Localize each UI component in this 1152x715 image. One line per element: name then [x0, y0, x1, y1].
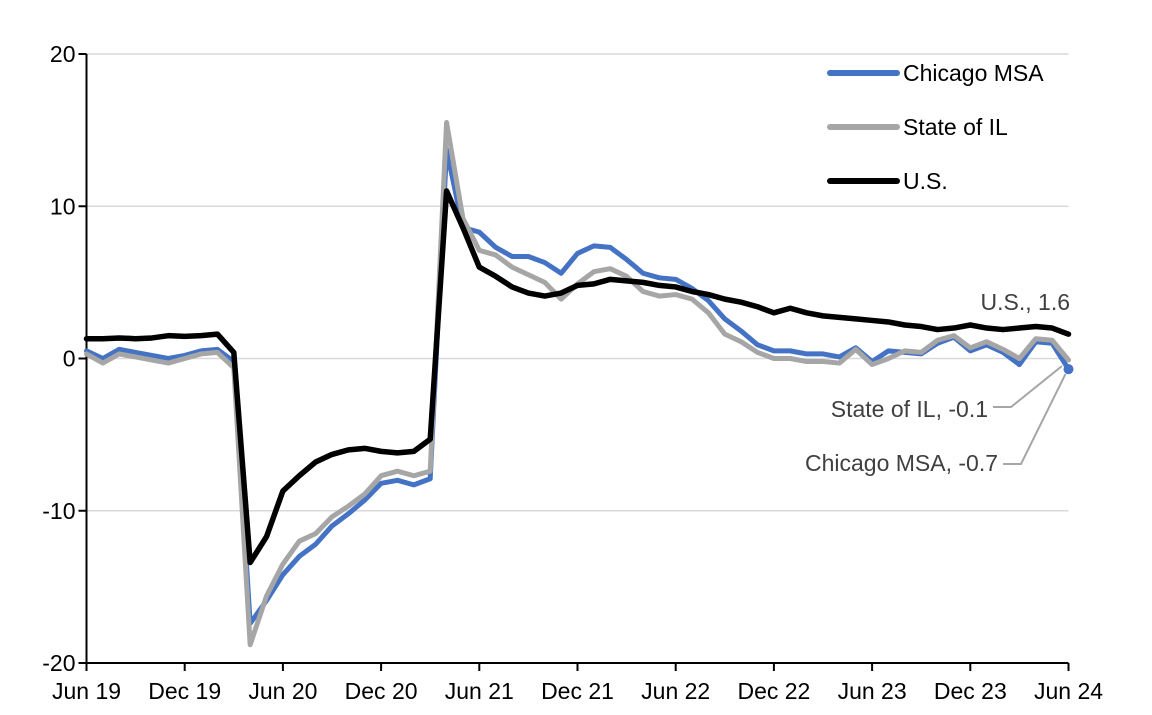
x-tick-label-jun-22: Jun 22	[641, 678, 710, 704]
x-tick-label-jun-21: Jun 21	[445, 678, 514, 704]
x-tick-label-dec-22: Dec 22	[737, 678, 810, 704]
end-value-label-state-of-il: State of IL, -0.1	[830, 396, 988, 422]
legend-label-chicago: Chicago MSA	[903, 59, 1044, 86]
x-tick-label-jun-19: Jun 19	[52, 678, 121, 704]
x-tick-label-dec-23: Dec 23	[934, 678, 1007, 704]
legend-item-chicago-msa: Chicago MSA	[827, 60, 1044, 86]
y-tick-label-0: 0	[63, 346, 76, 372]
chart-legend: Chicago MSA State of IL U.S.	[827, 60, 1044, 222]
end-value-label-us: U.S., 1.6	[980, 289, 1070, 315]
series-line-u.s.	[83, 188, 1072, 566]
x-tick-label-dec-19: Dec 19	[148, 678, 221, 704]
x-tick-label-jun-20: Jun 20	[248, 678, 317, 704]
legend-label-il: State of IL	[903, 113, 1008, 140]
x-tick-label-jun-23: Jun 23	[838, 678, 907, 704]
leader-line-state-of-il	[993, 365, 1063, 408]
leader-line-chicago-msa	[1003, 373, 1067, 465]
y-tick-label-20: 20	[50, 41, 76, 67]
y-tick-label--10: -10	[42, 498, 75, 524]
legend-line-swatch-us	[827, 178, 900, 184]
legend-line-swatch-il	[827, 124, 900, 130]
end-marker-dot-chicago-msa	[1063, 364, 1074, 375]
end-value-label-chicago-msa: Chicago MSA, -0.7	[804, 450, 998, 476]
y-tick-label-10: 10	[50, 193, 76, 219]
x-tick-label-dec-20: Dec 20	[345, 678, 418, 704]
legend-label-us: U.S.	[903, 167, 948, 194]
x-tick-label-jun-24: Jun 24	[1034, 678, 1103, 704]
legend-item-us: U.S.	[827, 168, 1044, 194]
legend-line-swatch-chicago	[827, 70, 900, 76]
x-tick-label-dec-21: Dec 21	[541, 678, 614, 704]
legend-item-state-of-il: State of IL	[827, 114, 1044, 140]
y-tick-label--20: -20	[42, 650, 75, 676]
